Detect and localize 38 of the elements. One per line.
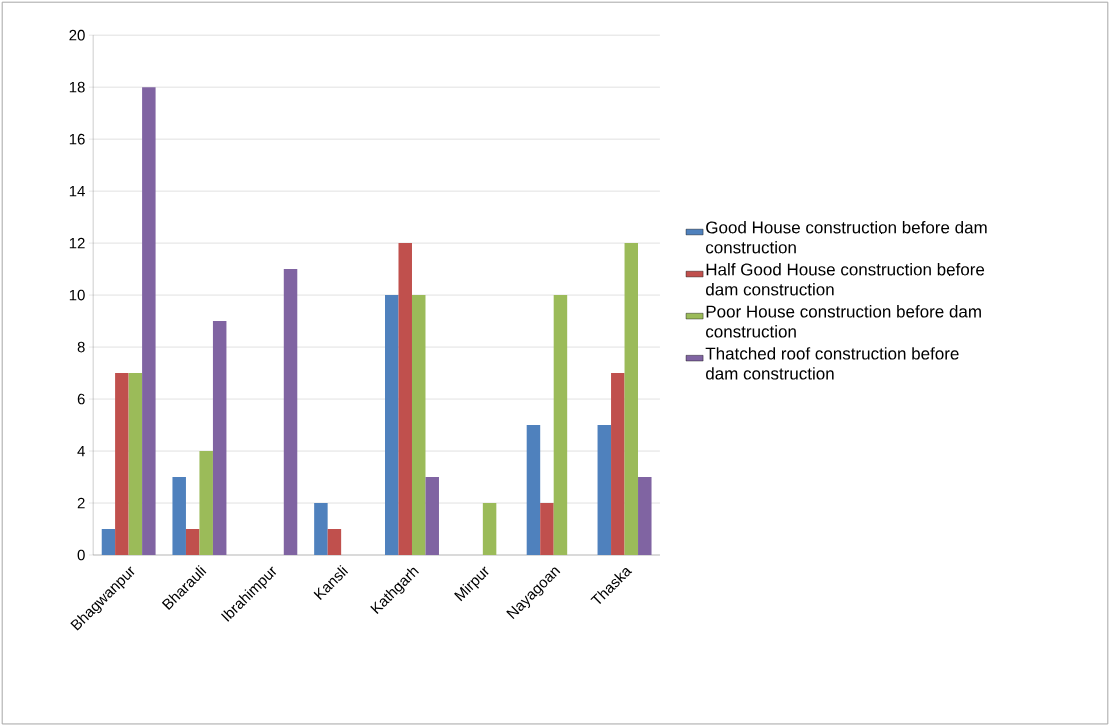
y-tick-label: 0 — [77, 549, 85, 561]
y-tick-label: 20 — [69, 29, 85, 41]
legend-label: Half Good House construction before dam construction — [706, 262, 985, 296]
bar — [172, 476, 186, 555]
bar — [526, 424, 541, 555]
bar — [199, 450, 213, 555]
y-tick-label: 12 — [69, 237, 85, 249]
bar — [553, 295, 568, 555]
bar — [314, 502, 328, 555]
legend-label: Good House construction before dam construction — [706, 220, 987, 254]
y-tick-label: 18 — [69, 81, 85, 93]
y-tick-label: 16 — [69, 133, 85, 145]
bar — [425, 476, 439, 555]
bar — [597, 424, 612, 555]
bar — [128, 373, 143, 555]
y-tick-label: 4 — [77, 445, 85, 457]
bar — [540, 502, 554, 555]
bar — [624, 243, 639, 555]
bar — [398, 243, 412, 555]
legend-label: Thatched roof construction before dam construction — [705, 347, 959, 380]
bar — [482, 502, 497, 555]
bar — [142, 87, 156, 555]
bar — [385, 295, 399, 555]
legend-label: Poor House construction before dam construction — [706, 305, 981, 338]
bar — [185, 528, 200, 555]
bar — [212, 321, 227, 555]
y-tick-label: 10 — [69, 289, 85, 301]
y-tick-label: 6 — [77, 393, 85, 405]
y-tick-label: 8 — [77, 341, 85, 353]
bar — [101, 528, 116, 555]
y-tick-label: 2 — [77, 497, 85, 509]
bar — [115, 373, 129, 555]
bar — [411, 295, 426, 555]
bar — [327, 528, 342, 555]
bar — [638, 476, 652, 555]
bar — [611, 373, 625, 555]
bar — [283, 269, 298, 555]
y-tick-label: 14 — [69, 185, 85, 197]
